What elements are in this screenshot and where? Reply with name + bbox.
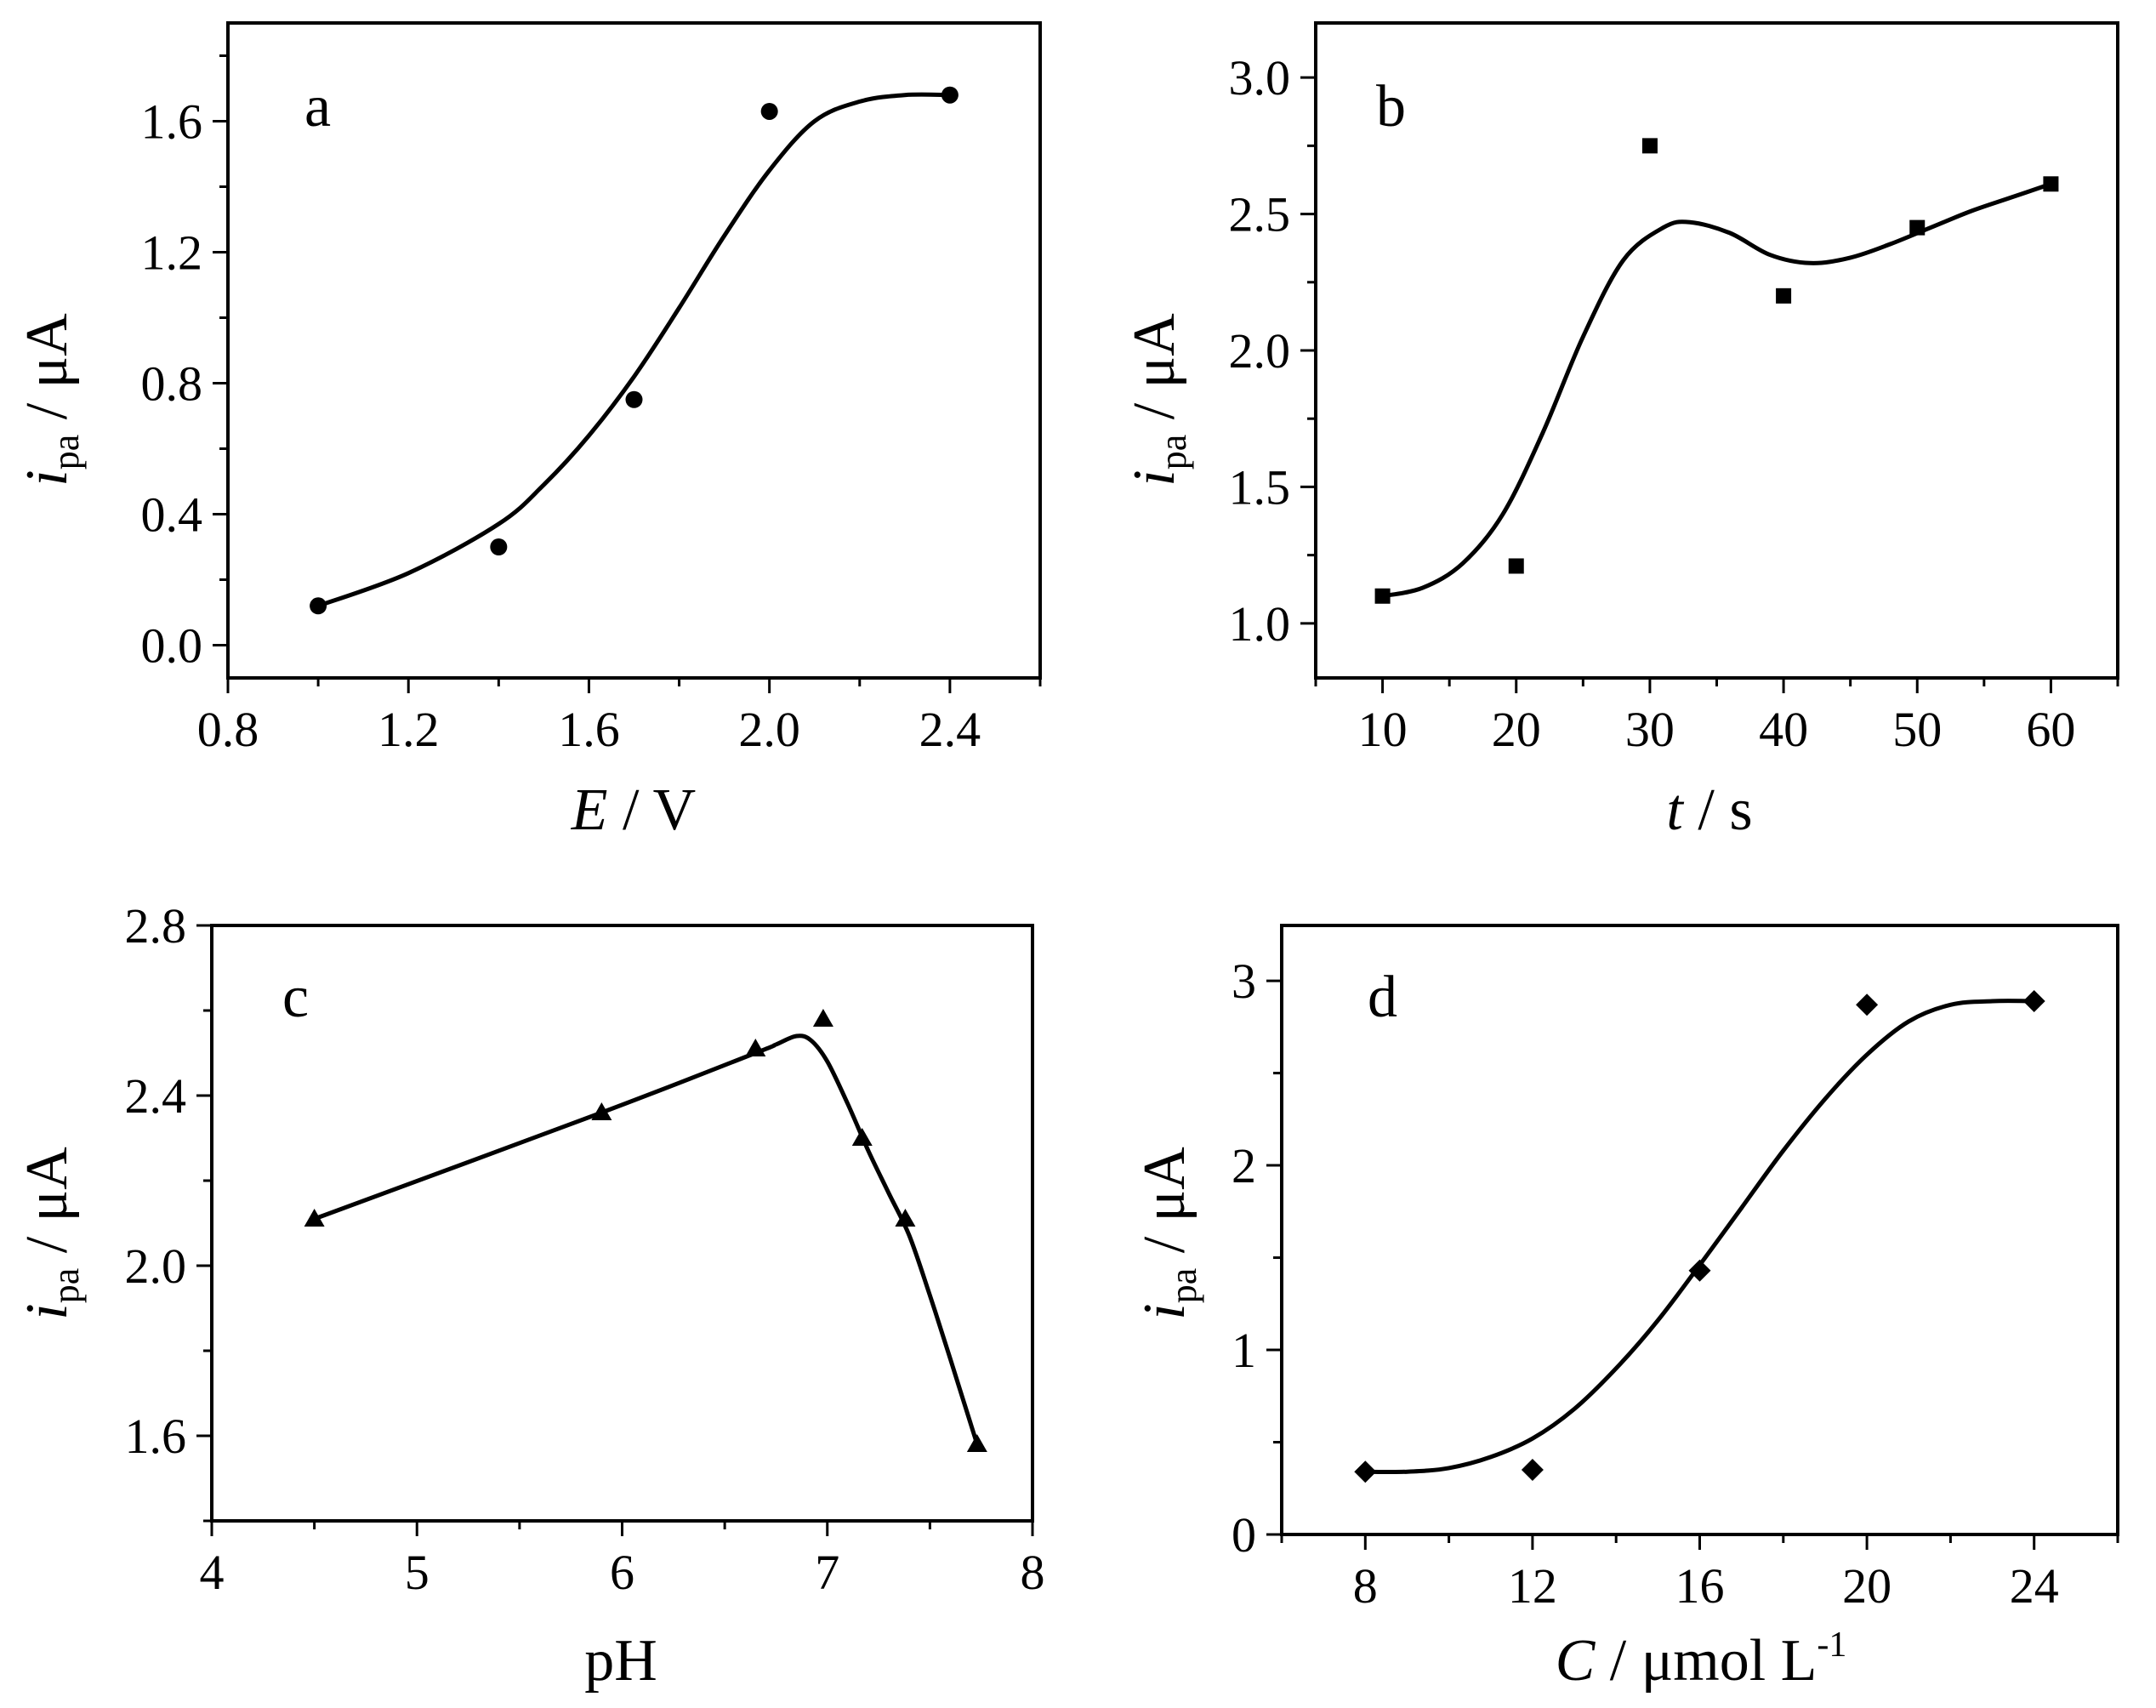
panel-d-xtick-label: 20	[1842, 1558, 1891, 1614]
panel-a-xtick-label: 2.0	[738, 702, 800, 757]
panel-d-markers	[1354, 989, 2045, 1483]
panel-b-ytick-label: 2.5	[1229, 187, 1291, 242]
panel-b-xtick-label: 30	[1625, 702, 1675, 757]
panel-a-ytick-label: 1.2	[141, 225, 203, 281]
panel-a-xtick-label: 1.6	[558, 702, 620, 757]
panel-c-ylabel: ipa / μA	[14, 1147, 87, 1320]
panel-d-data-point	[2022, 989, 2045, 1012]
panel-c-data-point	[851, 1128, 873, 1146]
panel-b-data-point	[1508, 558, 1524, 574]
panel-d-xtick-label: 12	[1508, 1558, 1557, 1614]
panel-b-ylabel: ipa / μA	[1122, 313, 1194, 487]
panel-d-data-point	[1354, 1460, 1377, 1483]
panel-a-data-point	[941, 86, 959, 104]
panel-c-xtick-label: 7	[815, 1545, 839, 1600]
panel-b-data-point	[1641, 138, 1658, 154]
panel-c-data-point	[895, 1209, 916, 1227]
panel-a-fit	[317, 92, 950, 608]
panel-b-fit	[1382, 181, 2052, 599]
panel-c-data-point	[812, 1009, 833, 1027]
panel-d-ytick-label: 3	[1232, 954, 1256, 1009]
panel-c-xlabel: pH	[584, 1628, 657, 1694]
panel-c-xtick-label: 6	[610, 1545, 634, 1600]
panel-a-ytick-label: 0.4	[141, 487, 203, 543]
panel-a-data-point	[490, 538, 508, 555]
panel-a-letter: a	[304, 74, 331, 139]
panel-b-xtick-label: 50	[1892, 702, 1942, 757]
panel-c-xtick-label: 8	[1021, 1545, 1045, 1600]
panel-a-markers	[310, 86, 959, 615]
panel-b-ytick-label: 1.0	[1229, 596, 1291, 652]
panel-a-ytick-label: 0.0	[141, 618, 203, 674]
panel-a-xtick-label: 1.2	[378, 702, 440, 757]
panel-a-xtick-label: 2.4	[919, 702, 981, 757]
panel-b-xtick-label: 20	[1492, 702, 1541, 757]
panel-d-ytick-label: 0	[1232, 1507, 1256, 1563]
panel-d-xtick-label: 24	[2010, 1558, 2059, 1614]
panel-a-frame	[226, 21, 1042, 680]
panel-a: 0.8 1.2 1.6 2.0 2.4 0.0 0.4 0.8 1.2 1.6 a E / V i…	[14, 21, 1042, 843]
panel-b-ytick-label: 3.0	[1229, 50, 1291, 105]
panel-b-letter: b	[1376, 74, 1406, 139]
panel-c: 4 5 6 7 8 1.6 2.0 2.4 2.8 c pH ipa / μA	[14, 898, 1045, 1694]
panel-b-markers	[1374, 138, 2059, 604]
panel-b-data-point	[1776, 288, 1792, 304]
panel-c-data-point	[591, 1102, 612, 1120]
panel-a-ticks: 0.8 1.2 1.6 2.0 2.4 0.0 0.4 0.8 1.2 1.6	[141, 54, 1042, 757]
panel-a-ylabel: ipa / μA	[14, 313, 87, 487]
panel-b-xtick-label: 10	[1358, 702, 1408, 757]
panel-b-xtick-label: 60	[2026, 702, 2075, 757]
panel-a-data-point	[760, 102, 778, 120]
panel-b-ytick-label: 1.5	[1229, 459, 1291, 515]
panel-c-ytick-label: 1.6	[125, 1409, 187, 1464]
panel-c-ticks: 4 5 6 7 8 1.6 2.0 2.4 2.8	[125, 898, 1045, 1600]
panel-c-ytick-label: 2.4	[125, 1068, 187, 1124]
panel-d-xtick-label: 8	[1353, 1558, 1378, 1614]
panel-c-xtick-label: 4	[200, 1545, 225, 1600]
panel-c-ytick-label: 2.0	[125, 1238, 187, 1294]
panel-a-xlabel: E / V	[571, 777, 697, 843]
panel-c-markers	[304, 1009, 987, 1452]
panel-c-letter: c	[282, 965, 309, 1030]
panel-b-xtick-label: 40	[1759, 702, 1808, 757]
panel-d-ytick-label: 2	[1232, 1138, 1256, 1193]
panel-d-xtick-label: 16	[1675, 1558, 1725, 1614]
panel-d-fit	[1365, 999, 2034, 1475]
panel-d-ytick-label: 1	[1232, 1323, 1256, 1378]
panel-c-fit-curve	[313, 1033, 980, 1445]
panel-a-ytick-label: 1.6	[141, 94, 203, 150]
panel-b-ytick-label: 2.0	[1229, 323, 1291, 379]
panel-d-frame	[1280, 924, 2119, 1536]
panel-d-data-point	[1856, 993, 1879, 1016]
panel-d-data-point	[1688, 1259, 1711, 1282]
panel-c-xtick-label: 5	[405, 1545, 429, 1600]
panel-b-data-point	[1374, 588, 1391, 604]
panel-a-xtick-label: 0.8	[197, 702, 259, 757]
panel-a-ytick-label: 0.8	[141, 356, 203, 412]
panel-c-fit	[313, 1033, 980, 1445]
panel-b: 10 20 30 40 50 60 1.0 1.5 2.0 2.5 3.0 b t / s ipa …	[1122, 21, 2119, 843]
panel-b-ticks: 10 20 30 40 50 60 1.0 1.5 2.0 2.5 3.0	[1229, 50, 2119, 757]
panel-c-ytick-label: 2.8	[125, 898, 187, 954]
panel-d-fit-curve	[1365, 999, 2034, 1475]
panel-b-data-point	[2043, 176, 2059, 192]
panel-c-data-point	[304, 1209, 325, 1227]
panel-a-data-point	[625, 390, 643, 408]
panel-c-data-point	[966, 1434, 987, 1452]
panel-b-data-point	[1909, 219, 1926, 236]
panel-b-xlabel: t / s	[1666, 777, 1752, 843]
panel-d-ylabel: ipa / μA	[1132, 1147, 1204, 1320]
panel-a-fit-curve	[317, 92, 950, 608]
panel-c-data-point	[745, 1039, 766, 1056]
panel-d-xlabel: C / μmol L-1	[1556, 1625, 1847, 1694]
panel-b-fit-curve	[1382, 181, 2052, 599]
panel-a-data-point	[310, 597, 327, 615]
panel-d-letter: d	[1368, 965, 1397, 1030]
panel-d-data-point	[1521, 1459, 1544, 1482]
